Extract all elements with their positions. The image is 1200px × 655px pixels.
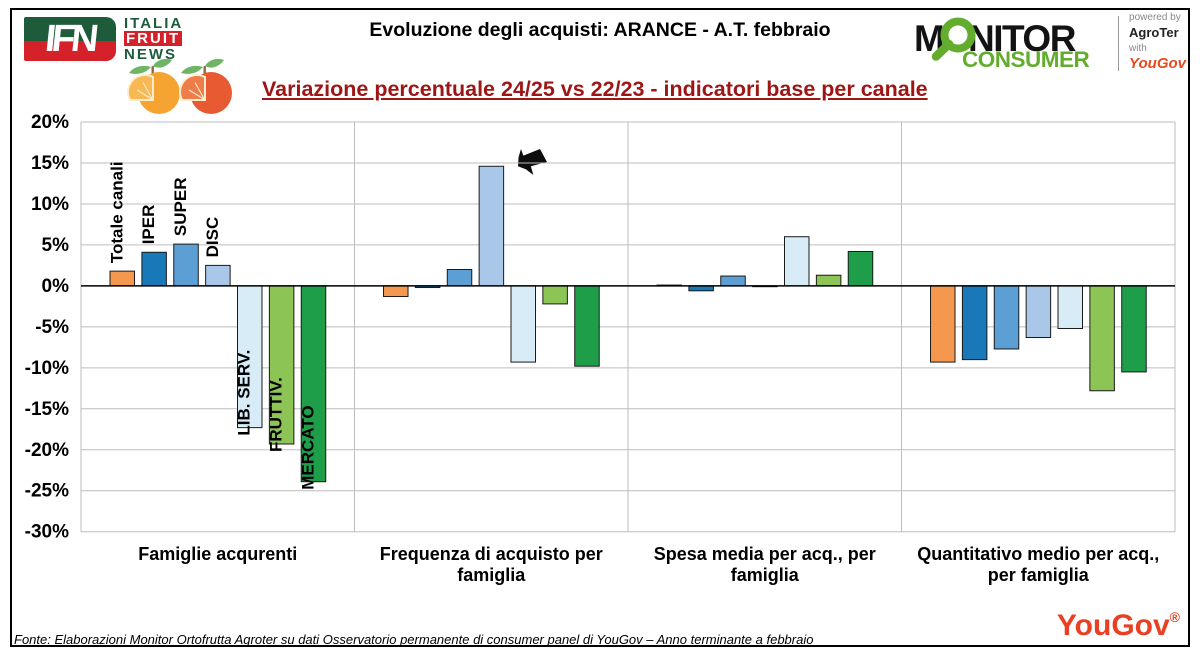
svg-text:MERCATO: MERCATO	[298, 405, 317, 489]
svg-text:-5%: -5%	[35, 317, 69, 338]
svg-text:0%: 0%	[42, 276, 70, 297]
svg-text:IPER: IPER	[139, 205, 158, 245]
svg-text:10%: 10%	[31, 194, 69, 215]
svg-text:Totale canali: Totale canali	[107, 161, 126, 263]
svg-text:15%: 15%	[31, 153, 69, 174]
svg-text:-25%: -25%	[25, 481, 69, 502]
svg-text:DISC: DISC	[203, 217, 222, 258]
svg-text:LIB. SERV.: LIB. SERV.	[235, 350, 254, 436]
svg-text:-10%: -10%	[25, 358, 69, 379]
svg-text:-15%: -15%	[25, 399, 69, 420]
svg-text:5%: 5%	[42, 235, 70, 256]
svg-text:SUPER: SUPER	[171, 178, 190, 237]
svg-text:-30%: -30%	[25, 522, 69, 543]
svg-text:-20%: -20%	[25, 440, 69, 461]
svg-text:FRUTTIV.: FRUTTIV.	[267, 377, 286, 452]
svg-text:CONSUMER: CONSUMER	[962, 47, 1090, 69]
svg-text:20%: 20%	[31, 112, 69, 133]
